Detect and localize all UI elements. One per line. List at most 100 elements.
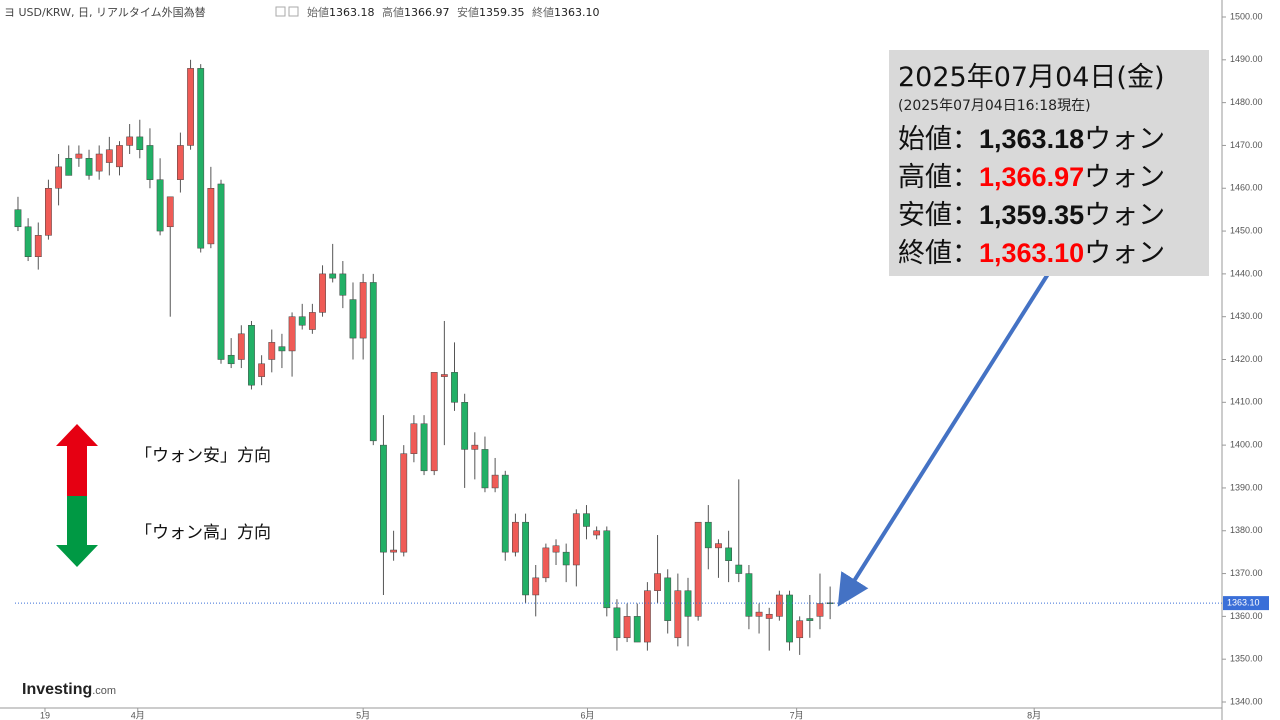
y-tick-label: 1380.00 [1230, 525, 1263, 535]
y-tick-label: 1450.00 [1230, 225, 1263, 235]
value: 1366.97 [404, 6, 450, 19]
candle-body [359, 282, 367, 339]
symbol: ヨ USD/KRW, 日, リアルタイム外国為替 [4, 5, 206, 19]
row-label: 高値： [898, 162, 979, 193]
candle-body [166, 196, 174, 228]
row-unit: ウォン [1084, 124, 1165, 155]
candle-body [806, 618, 814, 621]
label: 終値 [532, 5, 554, 19]
row-value: 1,363.10 [979, 238, 1084, 268]
candle-body [85, 158, 93, 176]
info-date: 2025年07月04日(金) [898, 62, 1165, 93]
candle-body [75, 153, 83, 159]
candle-body [765, 613, 773, 619]
candle-body [623, 616, 631, 639]
candle-body [562, 551, 570, 566]
info-row: 高値：1,366.97ウォン [898, 162, 1165, 193]
value: 1363.18 [329, 6, 375, 19]
y-tick-label: 1500.00 [1230, 11, 1263, 21]
row-value: 1,359.35 [979, 200, 1084, 230]
row-label: 安値： [898, 200, 979, 231]
candle-body [227, 354, 235, 365]
candle-body [380, 444, 387, 553]
candle-body [572, 513, 580, 566]
pointer-arrow [837, 272, 1050, 607]
candle-body [14, 209, 22, 228]
candle-body [552, 545, 560, 553]
candle-body [430, 372, 438, 472]
x-tick-label: 19 [40, 710, 50, 720]
y-tick-label: 1400.00 [1230, 440, 1263, 450]
y-tick-label: 1440.00 [1230, 268, 1263, 278]
candle-body [116, 145, 123, 168]
candle-body [390, 549, 397, 553]
candle-body [775, 594, 783, 617]
candle-body [654, 573, 661, 591]
x-tick-label: 8月 [1027, 710, 1041, 720]
candle-body [491, 474, 499, 489]
up-arrow [56, 424, 98, 496]
y-tick-label: 1470.00 [1230, 140, 1263, 150]
candle-body [451, 372, 458, 403]
candle-body [400, 453, 408, 553]
candle-body [420, 423, 428, 472]
suffix: .com [92, 685, 116, 697]
candle-body [95, 153, 103, 172]
candle-body [522, 521, 529, 596]
candle-body [105, 149, 113, 163]
candle-body [349, 299, 357, 339]
candle-body [55, 166, 62, 189]
candle-body [603, 530, 611, 609]
info-as-of: (2025年07月04日16:18現在) [898, 98, 1091, 114]
candle-body [319, 273, 326, 313]
candle-body [156, 179, 164, 232]
direction-label: 「ウォン高」方向 [135, 523, 271, 543]
candle-body [471, 444, 479, 450]
ohlc-header: 始値1363.18 高値1366.97 安値1359.35 終値1363.10 [307, 5, 600, 19]
candle-body [633, 616, 641, 643]
y-tick-label: 1370.00 [1230, 568, 1263, 578]
candle-body [664, 577, 672, 621]
price-tag [1223, 596, 1269, 611]
candle-body [339, 273, 347, 296]
candle-body [278, 346, 286, 352]
info-row: 終値：1,363.10ウォン [898, 238, 1165, 269]
candle-body [308, 312, 316, 330]
candle-body [755, 611, 763, 617]
y-tick-label: 1340.00 [1230, 696, 1263, 706]
candle-body [177, 145, 184, 180]
candle-body [298, 316, 306, 326]
candle-body [258, 363, 266, 377]
price-tag-label: 1363.10 [1227, 597, 1260, 607]
candle-body [816, 603, 824, 617]
value: 1363.10 [554, 6, 600, 19]
info-row: 始値：1,363.18ウォン [898, 124, 1165, 155]
candle-body [248, 325, 255, 386]
candle-body [694, 521, 702, 617]
icon [288, 6, 299, 17]
row-unit: ウォン [1084, 200, 1165, 231]
brand: Investing [22, 681, 92, 698]
candle-body [704, 521, 712, 549]
candle-body [613, 607, 621, 639]
candle-body [329, 273, 337, 279]
info-row: 安値：1,359.35ウォン [898, 200, 1165, 231]
value: 1359.35 [479, 6, 525, 19]
y-tick-label: 1460.00 [1230, 183, 1263, 193]
candle-body [745, 573, 753, 617]
row-label: 始値： [898, 124, 979, 155]
candle-body [410, 423, 418, 454]
candle-body [481, 449, 489, 489]
candle-body [735, 564, 743, 574]
row-unit: ウォン [1084, 162, 1165, 193]
plot: 1340.00 1350.00 1360.00 1370.00 1380.00 1390.… [14, 11, 1269, 720]
candle-body [461, 402, 469, 450]
candle-body [643, 590, 651, 643]
row-unit: ウォン [1084, 238, 1165, 269]
candle-body [725, 547, 733, 561]
candle-body [826, 602, 834, 605]
candle-body [440, 374, 448, 377]
y-tick-label: 1480.00 [1230, 97, 1263, 107]
candle-body [34, 235, 42, 257]
